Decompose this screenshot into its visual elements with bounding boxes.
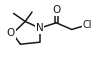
Text: O: O (6, 28, 15, 39)
Text: O: O (52, 5, 60, 15)
Text: N: N (36, 23, 44, 33)
Text: Cl: Cl (83, 20, 92, 30)
